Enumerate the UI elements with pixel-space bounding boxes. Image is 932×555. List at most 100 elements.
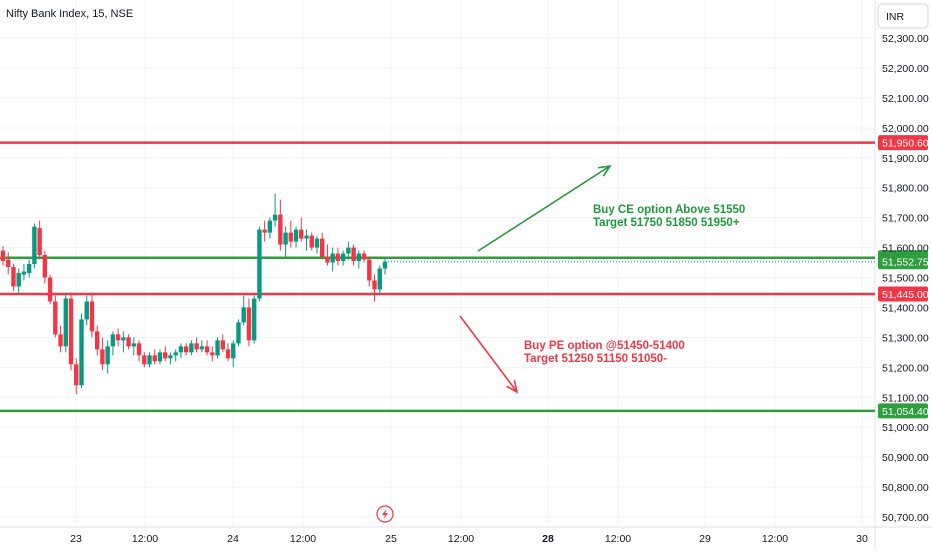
- x-tick-label: 12:00: [605, 533, 631, 545]
- candle-body: [74, 364, 79, 386]
- candle: [63, 292, 68, 353]
- candle: [377, 265, 382, 296]
- candle-body: [173, 352, 178, 356]
- y-tick-label: 52,300.00: [882, 33, 929, 45]
- candle: [246, 298, 252, 347]
- candle: [183, 343, 189, 356]
- candle: [231, 340, 236, 368]
- annotation-line: Target 51250 51150 51050-: [524, 353, 667, 365]
- candle: [79, 313, 84, 389]
- y-tick-label: 50,700.00: [882, 512, 929, 524]
- candle: [136, 340, 142, 362]
- candle: [361, 250, 367, 263]
- y-tick-label: 52,200.00: [882, 63, 929, 75]
- candle: [32, 223, 37, 269]
- level-price-tag[interactable]: 51,054.40: [878, 403, 929, 419]
- candle-body: [183, 346, 189, 353]
- arrow-shaft: [459, 315, 518, 393]
- candle: [6, 252, 11, 275]
- candle-body: [199, 346, 205, 350]
- candle-body: [340, 253, 346, 262]
- candle-body: [58, 334, 63, 347]
- candle-body: [278, 214, 283, 245]
- level-price-tag[interactable]: 51,950.60: [878, 135, 929, 151]
- candle: [340, 250, 346, 266]
- candle-body: [21, 271, 27, 275]
- time-axis[interactable]: 23 12:00 24 12:00 25 12:00 28 12:00 29 12:00 30: [70, 533, 868, 545]
- level-tag-bg: [878, 286, 928, 302]
- candle-body: [126, 337, 131, 347]
- x-tick-label: 12:00: [448, 533, 474, 545]
- candle: [42, 250, 48, 284]
- candle-body: [142, 355, 147, 365]
- candle-body: [63, 298, 68, 347]
- candle-body: [115, 334, 121, 341]
- candle: [251, 295, 257, 344]
- lightning-icon[interactable]: [376, 505, 394, 523]
- candle-body: [356, 253, 362, 262]
- candle-body: [236, 322, 241, 344]
- candle-body: [32, 226, 37, 265]
- candle: [199, 340, 205, 353]
- up-arrow-icon[interactable]: [477, 164, 612, 252]
- candle: [168, 352, 173, 365]
- candle-body: [309, 235, 314, 248]
- arrow-shaft: [477, 165, 611, 252]
- candle-body: [204, 346, 210, 353]
- price-axis[interactable]: 52,300.00 52,200.00 52,100.00 52,000.00 51,9…: [882, 33, 929, 524]
- candle: [367, 256, 372, 287]
- candle: [325, 244, 330, 266]
- candle: [21, 264, 27, 281]
- candle-body: [105, 346, 110, 365]
- candle: [47, 274, 53, 305]
- candle: [121, 331, 126, 353]
- symbol-title: Nifty Bank Index, 15, NSE: [6, 8, 133, 20]
- candle: [68, 292, 74, 371]
- candle-body: [189, 343, 194, 353]
- candle: [330, 247, 335, 272]
- candle-body: [215, 340, 220, 356]
- candle-body: [37, 228, 42, 256]
- candle: [105, 340, 110, 374]
- x-tick-label: 24: [227, 533, 239, 545]
- candle-body: [168, 355, 173, 359]
- candle: [100, 337, 105, 371]
- candle: [110, 331, 116, 356]
- current-price-tag[interactable]: 51,552.75: [878, 254, 929, 270]
- candle: [74, 358, 79, 395]
- candle: [147, 352, 152, 368]
- candle-body: [94, 331, 100, 350]
- y-tick-label: 51,700.00: [882, 213, 929, 225]
- candle-body: [251, 298, 257, 341]
- candle-body: [0, 250, 6, 262]
- candle-body: [367, 259, 372, 281]
- candle-body: [210, 352, 215, 356]
- candle: [53, 295, 58, 338]
- candle: [94, 325, 100, 356]
- y-tick-label: 51,200.00: [882, 362, 929, 374]
- x-tick-label: 28: [542, 533, 554, 545]
- candle: [210, 346, 215, 362]
- candle: [335, 247, 341, 266]
- down-arrow-icon[interactable]: [459, 315, 519, 394]
- y-tick-label: 52,100.00: [882, 93, 929, 105]
- candle-body: [267, 220, 273, 233]
- y-tick-label: 51,500.00: [882, 273, 929, 285]
- horizontal-levels[interactable]: 51,950.6051,565.9051,445.0051,054.4051,5…: [0, 135, 929, 419]
- candle-body: [131, 343, 137, 347]
- candles: [0, 193, 388, 395]
- candle-body: [351, 247, 356, 262]
- currency-button[interactable]: INR: [877, 3, 929, 29]
- candle-body: [241, 307, 246, 323]
- candle-body: [68, 298, 74, 365]
- level-tag-bg: [878, 135, 928, 151]
- candle-body: [16, 273, 21, 287]
- level-price-tag[interactable]: 51,445.00: [878, 286, 929, 302]
- candle-body: [377, 268, 382, 290]
